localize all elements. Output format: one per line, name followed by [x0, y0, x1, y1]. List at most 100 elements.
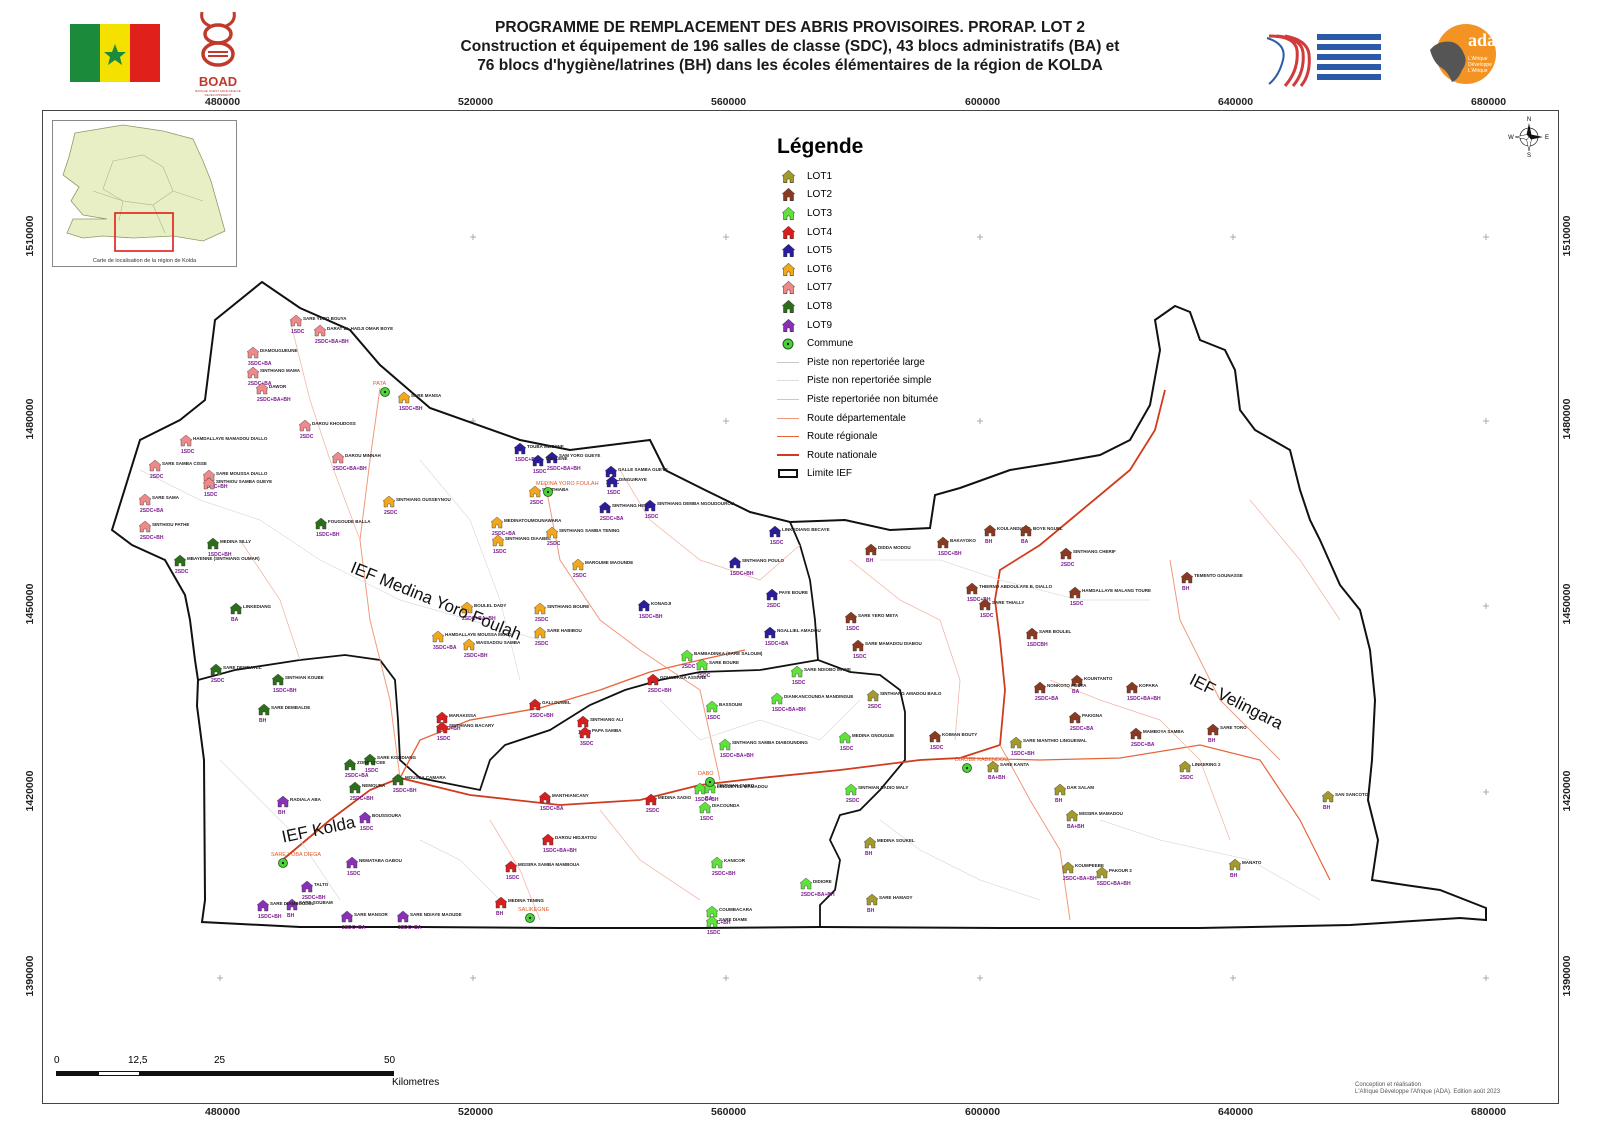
school-name-label: SARE KANTA [1000, 762, 1030, 767]
school-marker: NEMATABA GABOU 1SDC [345, 856, 402, 877]
school-works-code: 1SDC [846, 626, 860, 632]
school-works-code: 1SDC [493, 549, 507, 555]
school-works-code: BH [867, 908, 875, 914]
school-name-label: WASSADOU SAMBA [476, 640, 521, 645]
school-name-label: GALLE SAMBA GUEYE [618, 467, 668, 472]
school-name-label: LINKERING 2 [1192, 762, 1221, 767]
school-name-label: MISSIRA MAMADOU [1079, 811, 1123, 816]
school-works-code: 2SDC+BA [248, 381, 272, 387]
school-name-label: MEDINATOUMOUNAWARA [504, 518, 562, 523]
school-house-icon [1053, 783, 1067, 796]
x-tick-bottom: 640000 [1218, 1106, 1254, 1118]
school-marker: DARAT EL HADJI OMAR BOYE 2SDC+BA+BH [313, 324, 393, 345]
school-works-code: 1SDC [700, 816, 714, 822]
school-works-code: BA [705, 796, 713, 802]
school-works-code: 3SDC+BA [398, 925, 422, 931]
school-name-label: DAROU KHOUDOSS [312, 421, 356, 426]
school-name-label: NEMOURA [362, 783, 386, 788]
school-house-icon [695, 658, 709, 671]
location-inset-map: Carte de localisation de la région de Ko… [52, 120, 237, 267]
piste-repertoriee [1049, 679, 1231, 841]
piste-non-repertoriee [419, 459, 521, 681]
school-works-code: 1SDC [607, 490, 621, 496]
piste-repertoriee [239, 539, 301, 661]
school-marker: SARE DIAMBOULOL 1SDC+BH [256, 899, 314, 920]
school-marker: SARE YERO BOUYA 1SDC [289, 314, 347, 335]
x-tick-bottom: 560000 [711, 1106, 747, 1118]
school-works-code: 2SDC+BA [342, 925, 366, 931]
school-marker: DIACOUNDA 1SDC [698, 801, 740, 822]
commune-dot [528, 916, 532, 920]
school-house-icon [148, 459, 162, 472]
school-house-icon [528, 485, 542, 498]
school-house-icon [138, 493, 152, 506]
school-works-code: 2SDC+BA+BH [315, 339, 349, 345]
road-swatch [777, 436, 799, 438]
school-house-icon [965, 582, 979, 595]
commune-name-label: SARE YOBA DIEGA [271, 852, 321, 858]
legend-road-list: Piste non repertoriée large Piste non rep… [777, 353, 1017, 465]
school-house-icon [777, 169, 799, 184]
school-works-code: 2SDC [682, 664, 696, 670]
school-marker: SINTHIANG OUSSEYNOU 2SDC [382, 495, 451, 516]
school-house-icon [844, 783, 858, 796]
svg-text:W: W [1508, 135, 1514, 141]
school-house-icon [298, 419, 312, 432]
piste-repertoriee [849, 559, 961, 741]
school-marker: KANICOR 2SDC+BH [710, 856, 746, 877]
commune-marker: PATA [373, 381, 390, 397]
school-house-icon [431, 630, 445, 643]
credit-line-2: L'Afrique Développe l'Afrique (ADA). Edi… [1355, 1089, 1501, 1095]
school-house-icon [1025, 627, 1039, 640]
school-name-label: SARE MANSA [411, 393, 442, 398]
school-house-icon [531, 454, 545, 467]
school-house-icon [256, 899, 270, 912]
school-works-code: 2SDC+BA [345, 773, 369, 779]
school-works-code: 3SDC+BA [433, 645, 457, 651]
school-works-code: 1SDC+BA+BH [772, 707, 806, 713]
school-marker: BAKAYOKO 1SDC+BH [936, 536, 976, 557]
school-house-icon [1180, 571, 1194, 584]
road-swatch [777, 454, 799, 457]
school-house-icon [777, 225, 799, 240]
school-marker: MEDINA SILLY 1SDC+BH [206, 537, 251, 558]
school-house-icon [363, 753, 377, 766]
school-marker: SARE BOURE 2SDC [695, 658, 739, 679]
school-house-icon [1321, 790, 1335, 803]
school-marker: DAROU MINNAH 2SDC+BA+BH [331, 451, 381, 472]
legend-row-road: Piste repertoriée non bitumée [777, 390, 1017, 409]
school-house-icon [851, 639, 865, 652]
school-marker: SANTHIABA 2SDC [528, 485, 569, 506]
legend-row-lot: LOT8 [777, 297, 1017, 316]
commune-dot [546, 490, 550, 494]
school-name-label: SARE DEMBALDE [271, 705, 310, 710]
school-name-label: DAROU HIDJIATOU [555, 835, 597, 840]
school-name-label: BOULEL DADY [474, 603, 506, 608]
school-name-label: TEMENTO GOUNASSE [1194, 573, 1243, 578]
school-house-icon [978, 598, 992, 611]
school-house-icon [643, 499, 657, 512]
school-name-label: SARE DIAMBOULOL [270, 901, 314, 906]
school-house-icon [179, 434, 193, 447]
school-house-icon [768, 525, 782, 538]
commune-name-label: SALIKEGNE [518, 907, 550, 913]
school-house-icon [257, 703, 271, 716]
limite-ief-swatch [777, 469, 799, 479]
school-house-icon [209, 663, 223, 676]
school-name-label: BASSOUM [719, 702, 742, 707]
school-name-label: SARE NDIAYE MAOUDE [410, 912, 462, 917]
school-house-icon [348, 781, 362, 794]
school-house-icon [790, 665, 804, 678]
road-swatch [777, 417, 799, 419]
school-name-label: SINTHIOU SAMBA GUEYE [216, 479, 272, 484]
school-house-icon [770, 692, 784, 705]
school-name-label: SINTHIOU PATHE [152, 522, 189, 527]
legend-title: Légende [777, 135, 864, 158]
inset-caption: Carte de localisation de la région de Ko… [92, 258, 197, 264]
school-works-code: 2SDC [1180, 775, 1194, 781]
school-house-icon [206, 537, 220, 550]
school-house-icon [983, 524, 997, 537]
school-works-code: BH [1323, 805, 1331, 811]
school-name-label: MEDINA SILLY [220, 539, 251, 544]
school-works-code: BA+BH [1067, 824, 1085, 830]
